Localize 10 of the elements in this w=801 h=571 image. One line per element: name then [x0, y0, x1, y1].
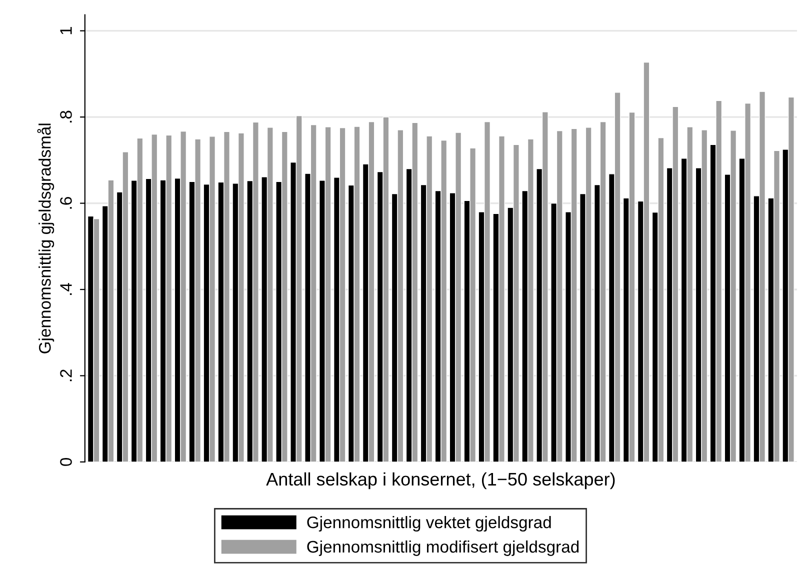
- y-tick-label: 0: [60, 458, 72, 466]
- y-tick-label: .2: [60, 370, 72, 382]
- y-tick-label: .6: [60, 197, 72, 209]
- x-axis-title: Antall selskap i konsernet, (1−50 selskaper): [266, 472, 615, 490]
- legend-label: Gjennomsnittlig vektet gjeldsgrad: [307, 516, 551, 532]
- y-tick-label: .4: [60, 283, 72, 295]
- legend-label: Gjennomsnittlig modifisert gjeldsgrad: [307, 540, 579, 556]
- y-tick-label: .8: [60, 110, 72, 122]
- y-axis-title: Gjennomsnittlig gjeldsgradsmål: [37, 124, 54, 354]
- y-tick-label: 1: [60, 26, 72, 34]
